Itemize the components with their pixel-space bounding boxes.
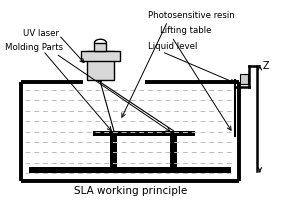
Bar bbox=[81, 51, 120, 61]
Text: Lifting table: Lifting table bbox=[160, 26, 211, 35]
Bar bbox=[240, 74, 248, 84]
Text: UV laser: UV laser bbox=[23, 29, 59, 38]
Bar bbox=[29, 167, 231, 173]
Text: Photosensitive resin: Photosensitive resin bbox=[148, 11, 235, 20]
Bar bbox=[92, 131, 194, 136]
Text: SLA working principle: SLA working principle bbox=[73, 186, 187, 196]
Bar bbox=[95, 43, 106, 51]
Text: Molding Parts: Molding Parts bbox=[5, 43, 64, 52]
Bar bbox=[87, 51, 114, 80]
Text: Liquid level: Liquid level bbox=[148, 42, 197, 51]
Bar bbox=[170, 136, 177, 167]
Bar bbox=[99, 80, 102, 82]
Text: Z: Z bbox=[263, 61, 269, 71]
Bar bbox=[110, 136, 117, 167]
